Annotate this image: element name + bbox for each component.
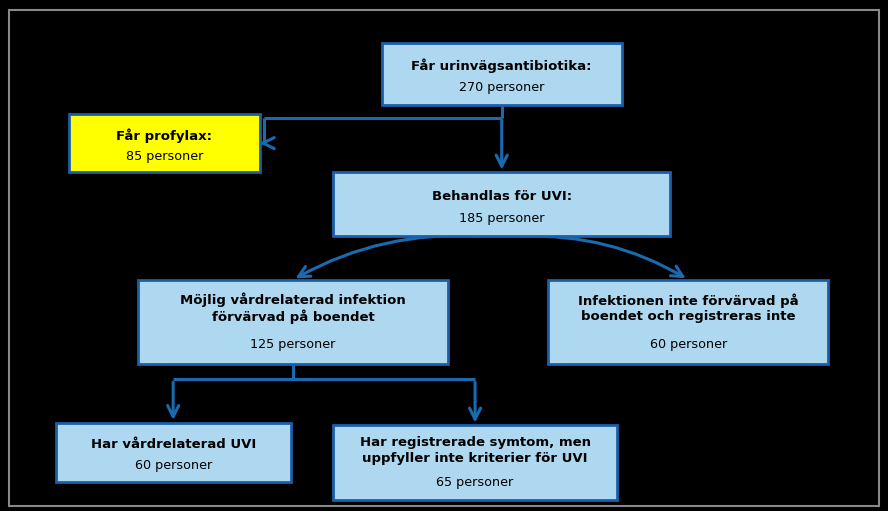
FancyBboxPatch shape xyxy=(382,43,622,105)
Text: Får profylax:: Får profylax: xyxy=(116,128,212,143)
Text: Behandlas för UVI:: Behandlas för UVI: xyxy=(432,190,572,202)
Text: Har vårdrelaterad UVI: Har vårdrelaterad UVI xyxy=(91,438,256,451)
Text: 85 personer: 85 personer xyxy=(125,150,203,162)
Text: 65 personer: 65 personer xyxy=(437,476,513,489)
Text: 185 personer: 185 personer xyxy=(459,212,544,225)
Text: 125 personer: 125 personer xyxy=(250,338,336,351)
Text: 60 personer: 60 personer xyxy=(650,338,726,351)
FancyBboxPatch shape xyxy=(333,425,617,500)
Text: Har registrerade symtom, men
uppfyller inte kriterier för UVI: Har registrerade symtom, men uppfyller i… xyxy=(360,436,591,465)
Text: Får urinvägsantibiotika:: Får urinvägsantibiotika: xyxy=(411,59,592,74)
FancyBboxPatch shape xyxy=(138,280,448,364)
Text: Infektionen inte förvärvad på
boendet och registreras inte: Infektionen inte förvärvad på boendet oc… xyxy=(578,293,798,323)
Text: 270 personer: 270 personer xyxy=(459,81,544,94)
Text: Möjlig vårdrelaterad infektion
förvärvad på boendet: Möjlig vårdrelaterad infektion förvärvad… xyxy=(180,292,406,324)
Text: 60 personer: 60 personer xyxy=(135,459,211,472)
FancyBboxPatch shape xyxy=(549,280,828,364)
FancyBboxPatch shape xyxy=(69,114,259,173)
FancyBboxPatch shape xyxy=(55,423,291,481)
FancyBboxPatch shape xyxy=(333,173,670,236)
